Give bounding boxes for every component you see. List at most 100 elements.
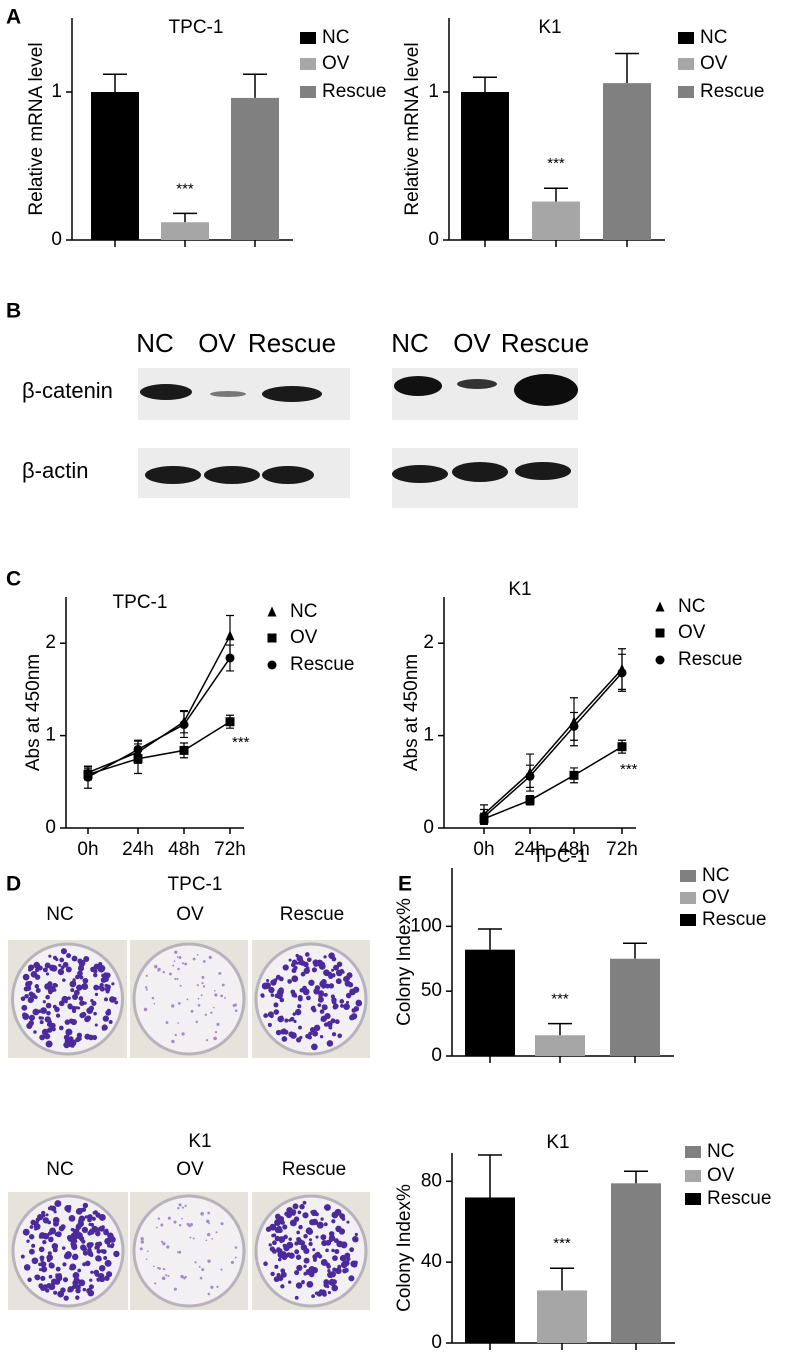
- legend-marker: [655, 601, 665, 612]
- y-tick-label: 0: [45, 817, 56, 838]
- colony: [51, 1242, 59, 1250]
- colony: [283, 1029, 289, 1035]
- row-label: β-actin: [22, 458, 88, 483]
- colony: [234, 1246, 238, 1249]
- colony: [289, 1219, 297, 1227]
- colony: [339, 999, 345, 1004]
- colony: [220, 994, 223, 998]
- colony: [280, 1284, 285, 1289]
- colony: [69, 1039, 77, 1047]
- colony-lane: OV: [176, 1159, 204, 1180]
- colony: [89, 1252, 94, 1257]
- colony: [296, 1230, 300, 1235]
- colony: [276, 991, 280, 996]
- colony: [140, 1240, 145, 1244]
- colony: [104, 1228, 109, 1233]
- colony: [158, 1267, 161, 1270]
- colony: [283, 1245, 290, 1252]
- colony: [184, 1204, 187, 1208]
- colony: [66, 953, 72, 959]
- series-line: [483, 668, 623, 815]
- error-bar: [544, 187, 568, 202]
- colony: [20, 1254, 25, 1259]
- colony: [161, 1276, 166, 1281]
- colony: [157, 968, 160, 970]
- legend-swatch: [685, 1170, 701, 1182]
- bar: [603, 83, 651, 241]
- band: [457, 379, 497, 389]
- colony: [63, 1034, 70, 1040]
- colony: [81, 1246, 88, 1252]
- colony: [270, 993, 275, 997]
- marker: [179, 720, 189, 730]
- colony: [177, 1022, 180, 1024]
- colony: [270, 1271, 275, 1277]
- colony: [332, 1004, 338, 1010]
- colony: [95, 1255, 102, 1262]
- marker: [83, 772, 93, 782]
- legend-label: Rescue: [678, 649, 742, 670]
- colony: [181, 1217, 183, 1220]
- colony: [354, 1232, 358, 1237]
- bar: [532, 201, 580, 240]
- colony: [288, 1252, 295, 1259]
- colony: [324, 972, 329, 977]
- colony: [55, 1231, 62, 1238]
- colony: [291, 975, 299, 983]
- colony: [304, 952, 310, 957]
- series-line: [87, 721, 231, 776]
- colony: [220, 1268, 223, 1271]
- colony: [346, 1256, 351, 1262]
- bar: [161, 222, 209, 240]
- y-tick-label: 2: [45, 632, 56, 653]
- colony: [48, 1274, 53, 1279]
- colony: [202, 985, 206, 988]
- colony: [214, 993, 218, 997]
- colony: [69, 980, 77, 988]
- band: [145, 466, 201, 484]
- colony: [192, 1237, 195, 1240]
- colony: [162, 970, 165, 974]
- colony: [349, 1014, 355, 1021]
- colony: [343, 1003, 350, 1011]
- colony: [201, 1268, 205, 1272]
- colony: [78, 1279, 86, 1287]
- band: [515, 462, 571, 480]
- colony: [269, 1013, 274, 1019]
- dish: [132, 1194, 246, 1308]
- colony: [87, 1217, 92, 1223]
- colony: [317, 1003, 322, 1007]
- colony: [89, 1278, 93, 1282]
- colony: [65, 1028, 73, 1036]
- colony: [335, 969, 343, 977]
- colony: [167, 1274, 170, 1277]
- colony: [60, 1224, 66, 1230]
- legend-label: NC: [322, 27, 349, 48]
- legend-swatch: [678, 32, 694, 44]
- colony: [47, 988, 52, 993]
- colony: [199, 1276, 203, 1280]
- colony: [34, 1274, 41, 1281]
- band: [204, 466, 260, 484]
- colony: [106, 1008, 111, 1013]
- colony: [52, 955, 58, 960]
- colony: [335, 978, 342, 985]
- colony: [93, 984, 100, 991]
- colony: [340, 1261, 348, 1269]
- colony: [145, 1258, 148, 1261]
- colony: [319, 1009, 325, 1014]
- colony: [178, 956, 182, 960]
- colony: [78, 1215, 86, 1223]
- colony: [167, 1216, 171, 1220]
- colony: [78, 1208, 83, 1212]
- colony: [308, 1241, 313, 1247]
- colony: [46, 1282, 52, 1289]
- colony: [210, 1011, 213, 1014]
- marker: [617, 742, 627, 752]
- colony: [40, 1261, 47, 1268]
- colony: [319, 1034, 324, 1039]
- colony: [323, 955, 327, 959]
- colony: [176, 956, 179, 958]
- colony: [297, 1004, 302, 1009]
